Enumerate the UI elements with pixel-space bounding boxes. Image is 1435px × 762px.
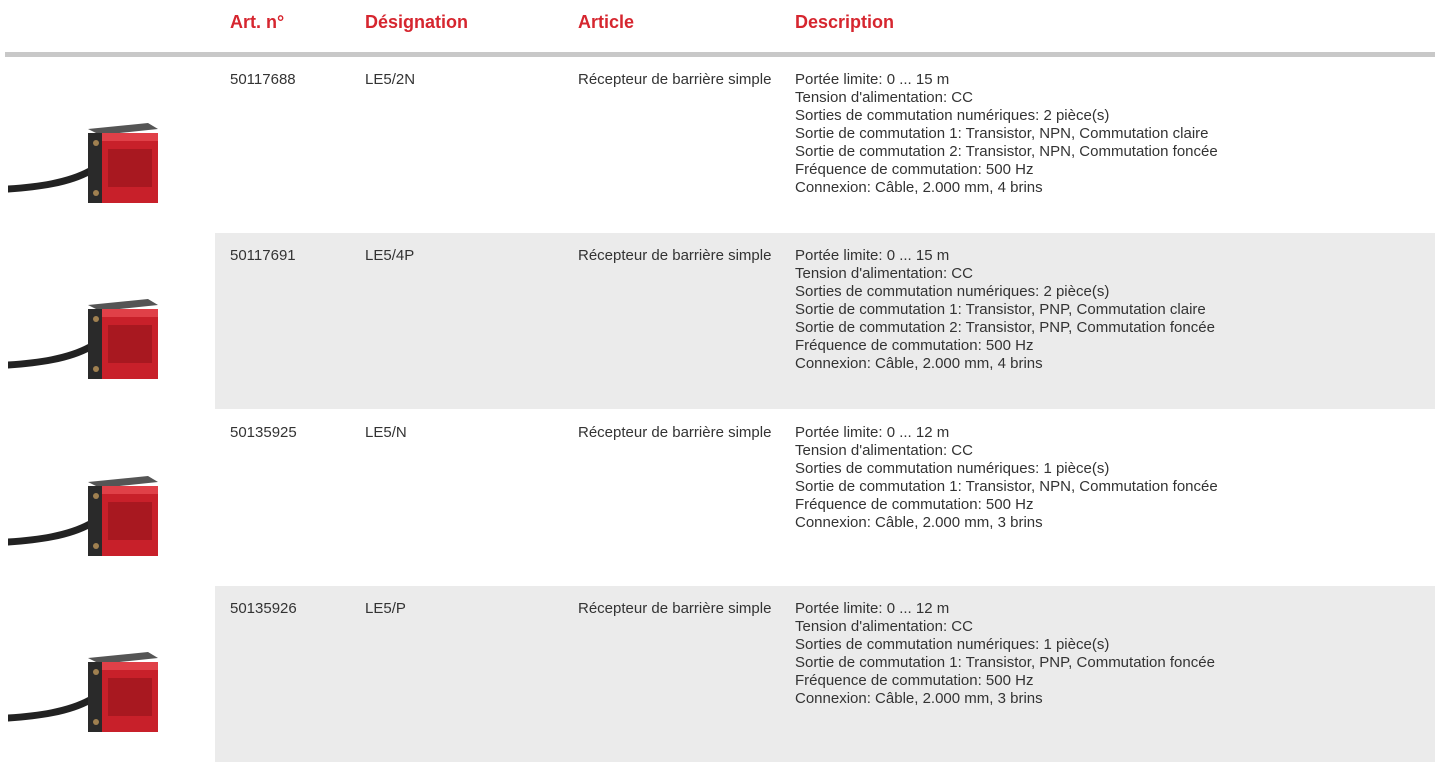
art-no: 50117691 <box>230 247 296 264</box>
description-line: Connexion: Câble, 2.000 mm, 4 brins <box>795 355 1043 372</box>
description-line: Portée limite: 0 ... 15 m <box>795 247 950 264</box>
product-image <box>4 299 158 379</box>
description-line: Fréquence de commutation: 500 Hz <box>795 496 1034 513</box>
description-line: Sortie de commutation 1: Transistor, PNP… <box>795 301 1206 318</box>
description-line: Portée limite: 0 ... 15 m <box>795 71 950 88</box>
description-line: Fréquence de commutation: 500 Hz <box>795 161 1034 178</box>
description: Portée limite: 0 ... 12 m Tension d'alime… <box>795 424 1218 532</box>
description-line: Connexion: Câble, 2.000 mm, 3 brins <box>795 690 1043 707</box>
designation: LE5/4P <box>365 247 415 264</box>
description-line: Sortie de commutation 1: Transistor, NPN… <box>795 478 1218 495</box>
header-art-no: Art. n° <box>230 12 285 32</box>
description: Portée limite: 0 ... 12 m Tension d'alime… <box>795 600 1215 708</box>
article: Récepteur de barrière simple <box>578 247 772 264</box>
designation: LE5/P <box>365 600 406 617</box>
description-line: Connexion: Câble, 2.000 mm, 3 brins <box>795 514 1043 531</box>
art-no: 50117688 <box>230 71 296 88</box>
description: Portée limite: 0 ... 15 m Tension d'alime… <box>795 247 1215 373</box>
product-picture <box>4 424 168 579</box>
description-line: Tension d'alimentation: CC <box>795 89 973 106</box>
table-row: 50117691 LE5/4P Récepteur de barrière simp… <box>0 233 1435 409</box>
product-picture <box>4 247 168 402</box>
header-designation: Désignation <box>365 12 469 32</box>
description-line: Portée limite: 0 ... 12 m <box>795 424 950 441</box>
header-article: Article <box>578 12 635 32</box>
product-image <box>4 123 158 203</box>
header-rule <box>5 52 1435 57</box>
article: Récepteur de barrière simple <box>578 71 772 88</box>
table-row: 50135925 LE5/N Récepteur de barrière simpl… <box>0 410 1435 586</box>
product-image <box>4 476 158 556</box>
designation: LE5/2N <box>365 71 416 88</box>
product-picture <box>4 71 168 226</box>
designation: LE5/N <box>365 424 407 441</box>
row-background <box>215 586 1435 762</box>
row-background <box>215 233 1435 409</box>
description-line: Fréquence de commutation: 500 Hz <box>795 672 1034 689</box>
description-line: Portée limite: 0 ... 12 m <box>795 600 950 617</box>
description-line: Sorties de commutation numériques: 1 piè… <box>795 460 1110 477</box>
description-line: Sortie de commutation 2: Transistor, PNP… <box>795 319 1215 336</box>
art-no: 50135926 <box>230 600 297 617</box>
description-line: Sorties de commutation numériques: 1 piè… <box>795 636 1110 653</box>
header-description: Description <box>795 12 895 32</box>
table-row: 50135926 LE5/P Récepteur de barrière simpl… <box>0 586 1435 762</box>
description-line: Connexion: Câble, 2.000 mm, 4 brins <box>795 179 1043 196</box>
description-line: Tension d'alimentation: CC <box>795 618 973 635</box>
description-line: Fréquence de commutation: 500 Hz <box>795 337 1034 354</box>
description-line: Tension d'alimentation: CC <box>795 265 973 282</box>
art-no: 50135925 <box>230 424 297 441</box>
description-line: Sorties de commutation numériques: 2 piè… <box>795 283 1110 300</box>
product-picture <box>4 600 168 755</box>
table-row: 50117688 LE5/2N Récepteur de barrière simp… <box>0 57 1435 233</box>
product-image <box>4 652 158 732</box>
description-line: Sortie de commutation 2: Transistor, NPN… <box>795 143 1218 160</box>
description-line: Sorties de commutation numériques: 2 piè… <box>795 107 1110 124</box>
article: Récepteur de barrière simple <box>578 424 772 441</box>
description-line: Sortie de commutation 1: Transistor, NPN… <box>795 125 1209 142</box>
article: Récepteur de barrière simple <box>578 600 772 617</box>
description: Portée limite: 0 ... 15 m Tension d'alime… <box>795 71 1218 197</box>
description-line: Sortie de commutation 1: Transistor, PNP… <box>795 654 1215 671</box>
description-line: Tension d'alimentation: CC <box>795 442 973 459</box>
